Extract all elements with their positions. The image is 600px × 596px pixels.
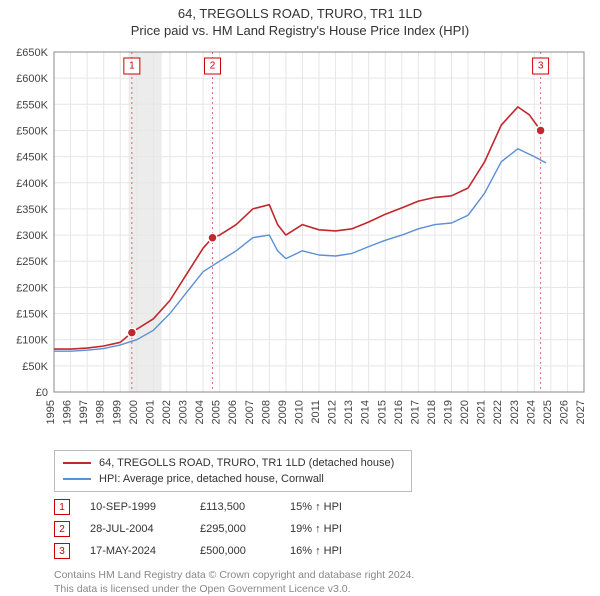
svg-text:£0: £0: [36, 387, 48, 399]
svg-text:2014: 2014: [360, 400, 372, 424]
svg-text:2002: 2002: [161, 400, 173, 424]
legend-label: HPI: Average price, detached house, Corn…: [99, 471, 324, 487]
events-table: 1 10-SEP-1999£113,50015% ↑ HPI 2 28-JUL-200…: [54, 496, 584, 562]
page: 64, TREGOLLS ROAD, TRURO, TR1 1LD Price …: [0, 0, 600, 590]
svg-text:2005: 2005: [211, 400, 223, 424]
svg-text:£650K: £650K: [16, 47, 48, 59]
event-date: 10-SEP-1999: [90, 501, 200, 513]
event-number-box: 3: [54, 543, 70, 559]
svg-text:1999: 1999: [111, 400, 123, 424]
legend: 64, TREGOLLS ROAD, TRURO, TR1 1LD (detac…: [54, 450, 412, 492]
svg-text:£450K: £450K: [16, 152, 48, 164]
svg-text:2012: 2012: [327, 400, 339, 424]
svg-text:1: 1: [129, 61, 135, 72]
event-pct: 16% ↑ HPI: [290, 545, 342, 557]
svg-text:2009: 2009: [277, 400, 289, 424]
svg-text:£400K: £400K: [16, 178, 48, 190]
svg-text:£600K: £600K: [16, 73, 48, 85]
svg-text:£150K: £150K: [16, 309, 48, 321]
event-pct: 19% ↑ HPI: [290, 523, 342, 535]
svg-text:2000: 2000: [128, 400, 140, 424]
event-date: 17-MAY-2024: [90, 545, 200, 557]
event-number-box: 1: [54, 499, 70, 515]
chart-subtitle: Price paid vs. HM Land Registry's House …: [6, 23, 594, 38]
svg-text:2023: 2023: [509, 400, 521, 424]
svg-text:£500K: £500K: [16, 125, 48, 137]
footer-line-1: Contains HM Land Registry data © Crown c…: [54, 568, 584, 582]
svg-text:2024: 2024: [525, 400, 537, 424]
svg-text:2011: 2011: [310, 400, 322, 424]
svg-text:2025: 2025: [542, 400, 554, 424]
svg-text:2016: 2016: [393, 400, 405, 424]
legend-label: 64, TREGOLLS ROAD, TRURO, TR1 1LD (detac…: [99, 455, 394, 471]
event-number-box: 2: [54, 521, 70, 537]
event-row: 3 17-MAY-2024£500,00016% ↑ HPI: [54, 540, 584, 562]
event-row: 1 10-SEP-1999£113,50015% ↑ HPI: [54, 496, 584, 518]
footer: Contains HM Land Registry data © Crown c…: [54, 568, 584, 596]
chart-title: 64, TREGOLLS ROAD, TRURO, TR1 1LD: [6, 6, 594, 21]
svg-text:2003: 2003: [178, 400, 190, 424]
svg-text:£350K: £350K: [16, 204, 48, 216]
svg-text:£50K: £50K: [22, 361, 48, 373]
event-price: £500,000: [200, 545, 290, 557]
event-price: £295,000: [200, 523, 290, 535]
event-date: 28-JUL-2004: [90, 523, 200, 535]
chart-svg: £0 £50K £100K £150K £200K £250K £300K £350K £400…: [6, 44, 594, 444]
svg-text:2007: 2007: [244, 400, 256, 424]
legend-item: 64, TREGOLLS ROAD, TRURO, TR1 1LD (detac…: [63, 455, 403, 471]
svg-text:2006: 2006: [227, 400, 239, 424]
svg-text:2004: 2004: [194, 400, 206, 424]
svg-text:3: 3: [538, 61, 544, 72]
svg-text:1998: 1998: [95, 400, 107, 424]
svg-text:2001: 2001: [144, 400, 156, 424]
svg-text:2008: 2008: [260, 400, 272, 424]
svg-text:2026: 2026: [558, 400, 570, 424]
svg-text:2027: 2027: [575, 400, 587, 424]
chart: £0 £50K £100K £150K £200K £250K £300K £350K £400…: [6, 44, 594, 444]
svg-text:2015: 2015: [376, 400, 388, 424]
svg-text:2013: 2013: [343, 400, 355, 424]
svg-text:£550K: £550K: [16, 99, 48, 111]
svg-text:1997: 1997: [78, 400, 90, 424]
event-pct: 15% ↑ HPI: [290, 501, 342, 513]
legend-item: HPI: Average price, detached house, Corn…: [63, 471, 403, 487]
legend-swatch: [63, 478, 91, 480]
event-price: £113,500: [200, 501, 290, 513]
svg-text:2019: 2019: [443, 400, 455, 424]
svg-text:2010: 2010: [293, 400, 305, 424]
svg-text:1995: 1995: [45, 400, 57, 424]
svg-text:2021: 2021: [476, 400, 488, 424]
svg-text:2017: 2017: [409, 400, 421, 424]
footer-line-2: This data is licensed under the Open Gov…: [54, 582, 584, 596]
svg-text:2020: 2020: [459, 400, 471, 424]
svg-text:2018: 2018: [426, 400, 438, 424]
svg-text:£250K: £250K: [16, 256, 48, 268]
svg-text:2022: 2022: [492, 400, 504, 424]
svg-text:1996: 1996: [62, 400, 74, 424]
legend-swatch: [63, 462, 91, 464]
event-row: 2 28-JUL-2004£295,00019% ↑ HPI: [54, 518, 584, 540]
svg-text:2: 2: [210, 61, 216, 72]
svg-text:£200K: £200K: [16, 282, 48, 294]
svg-text:£100K: £100K: [16, 335, 48, 347]
svg-text:£300K: £300K: [16, 230, 48, 242]
